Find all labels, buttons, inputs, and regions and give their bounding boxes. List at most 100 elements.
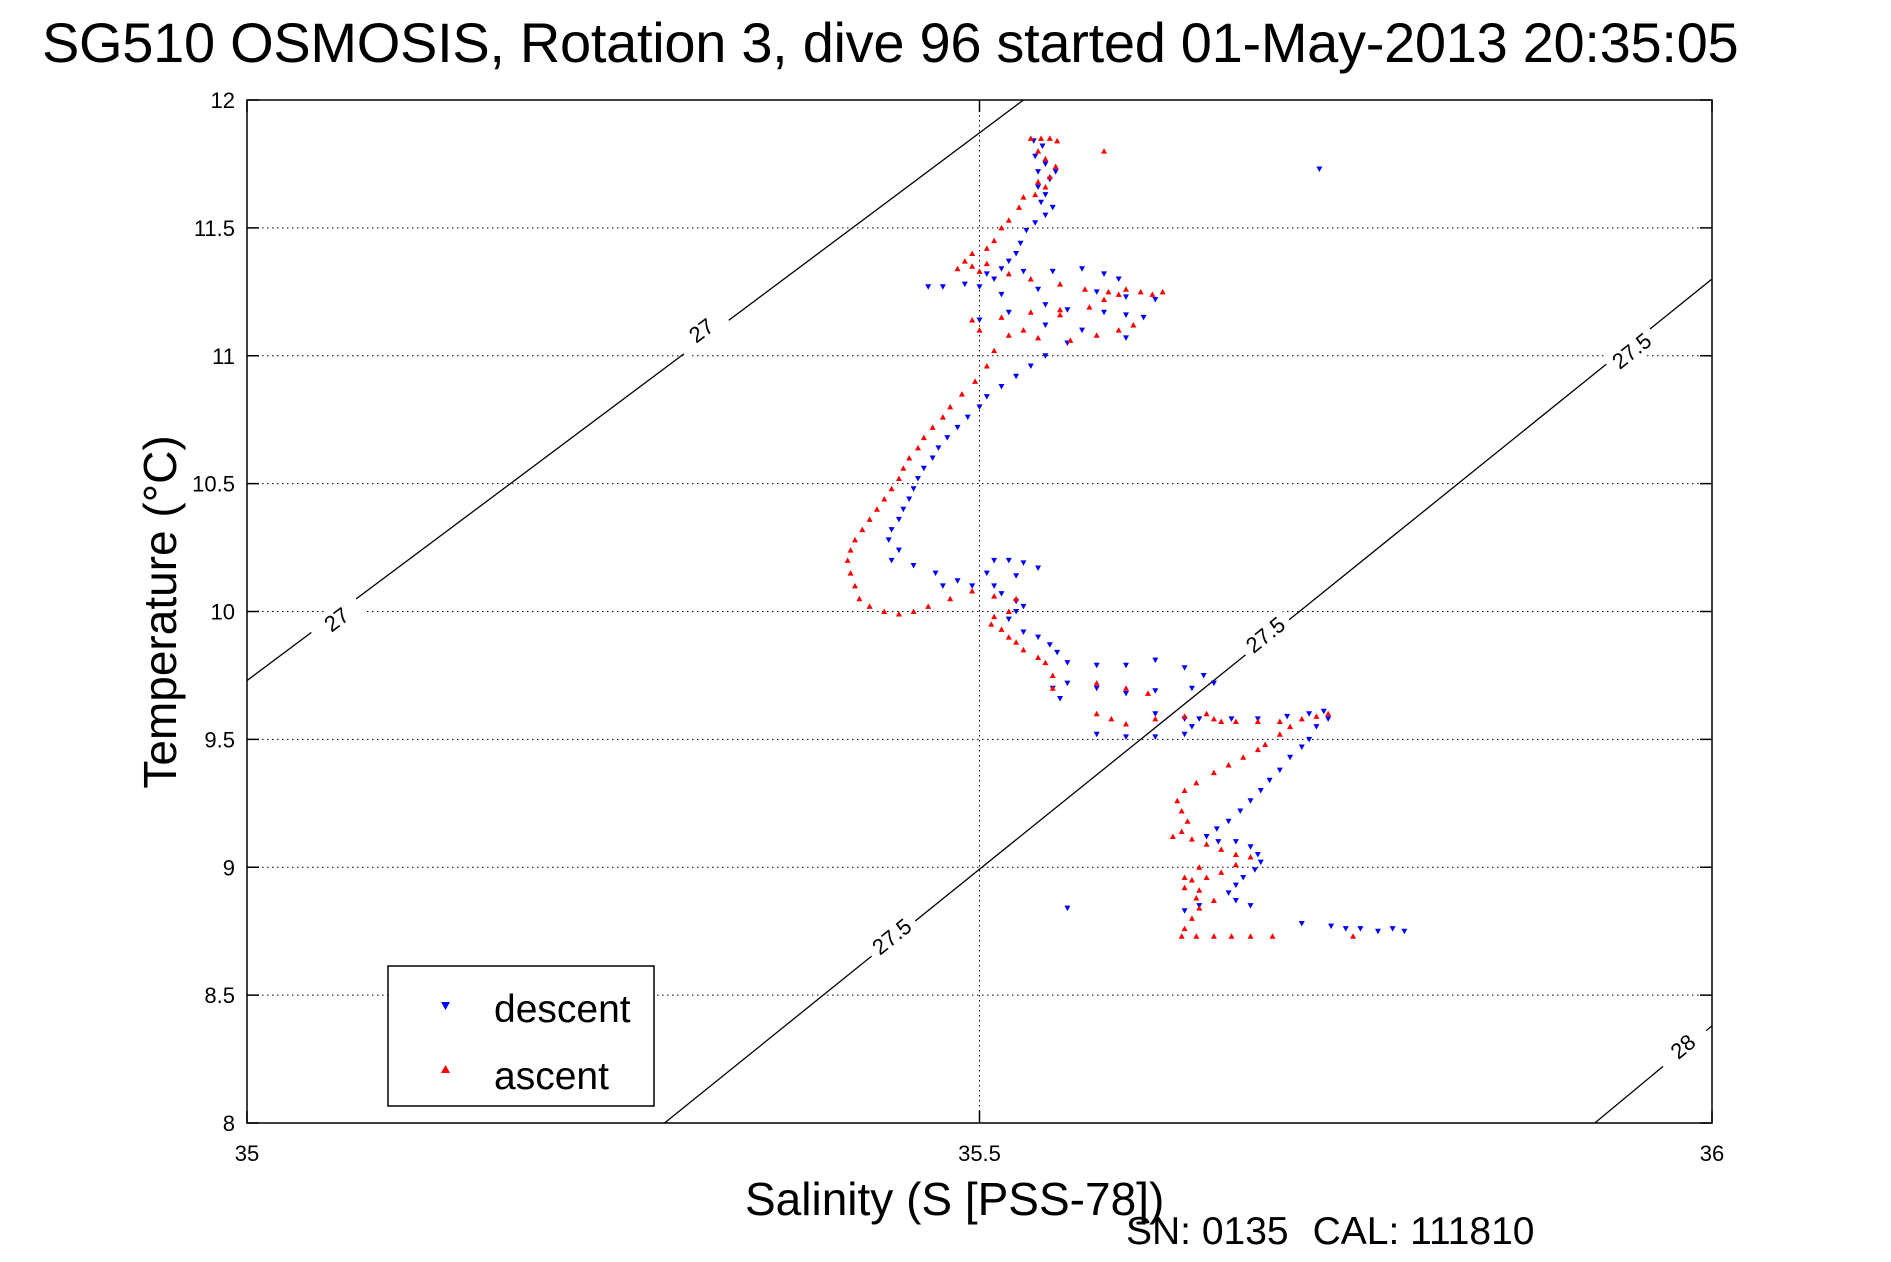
ascent-point: [895, 475, 902, 482]
chart-title: SG510 OSMOSIS, Rotation 3, dive 96 start…: [42, 11, 1739, 74]
ascent-point: [1313, 713, 1320, 719]
descent-point: [1213, 826, 1220, 832]
ascent-point: [991, 237, 998, 244]
ascent-point: [856, 595, 863, 602]
contour-label-mask: [861, 908, 922, 964]
y-tick-label: 8.5: [204, 983, 235, 1008]
descent-point: [1123, 690, 1129, 697]
ascent-point: [958, 391, 965, 397]
ascent-point: [1188, 836, 1195, 842]
descent-point: [954, 424, 961, 431]
ascent-point: [1005, 217, 1012, 223]
ascent-point: [1247, 854, 1254, 860]
ascent-point: [1027, 309, 1034, 315]
descent-point: [910, 486, 917, 492]
x-tick-label: 35.5: [958, 1141, 1001, 1166]
ascent-point: [939, 414, 946, 420]
descent-point: [1020, 560, 1027, 566]
descent-point: [1038, 199, 1045, 206]
ascent-point: [991, 593, 998, 599]
density-contour-line: [247, 100, 1024, 682]
ascent-point: [1046, 173, 1053, 180]
ascent-point: [1232, 718, 1239, 724]
descent-point: [1152, 734, 1159, 740]
descent-point: [983, 570, 990, 577]
density-contour-line: [664, 278, 1712, 1123]
ascent-point: [1210, 715, 1217, 722]
descent-point: [929, 455, 936, 462]
ascent-point: [1240, 754, 1247, 760]
y-tick-label: 9.5: [204, 727, 235, 752]
descent-point: [1020, 268, 1027, 275]
descent-point: [1254, 851, 1261, 858]
ascent-point: [1013, 639, 1020, 645]
ascent-point: [1196, 887, 1203, 893]
contour-label-mask: [1235, 606, 1296, 663]
ascent-point: [1057, 311, 1064, 318]
descent-point: [1023, 227, 1030, 234]
descent-point: [1017, 240, 1024, 247]
y-tick-label: 10: [211, 600, 235, 625]
ascent-point: [1298, 715, 1305, 722]
descent-point: [888, 527, 895, 533]
ascent-point: [991, 347, 998, 354]
descent-point: [1115, 276, 1122, 283]
descent-point: [1247, 798, 1254, 804]
descent-point: [954, 578, 961, 584]
descent-point: [1188, 685, 1195, 692]
calibration-footer: SN: 0135 CAL: 111810: [1126, 1210, 1559, 1254]
ascent-point: [914, 444, 921, 451]
ascent-point: [1123, 286, 1129, 292]
descent-point: [998, 591, 1005, 597]
descent-point: [920, 465, 927, 472]
ascent-point: [998, 626, 1005, 632]
ascent-point: [1137, 288, 1144, 295]
descent-point: [939, 284, 946, 290]
ascent-point: [1174, 797, 1181, 804]
descent-point: [1306, 736, 1313, 743]
ascent-point: [847, 547, 854, 553]
ascent-point: [991, 613, 998, 620]
ascent-point: [1105, 288, 1112, 295]
ascent-point: [1169, 833, 1176, 840]
ascent-point: [906, 455, 913, 461]
descent-point: [1035, 634, 1042, 641]
ascent-point: [1115, 327, 1122, 333]
descent-point: [1052, 169, 1059, 175]
descent-point: [1225, 818, 1232, 825]
ascent-point: [1049, 672, 1056, 678]
ascent-point: [925, 603, 932, 609]
ascent-point: [1086, 304, 1093, 310]
descent-point: [910, 562, 917, 569]
descent-point: [1374, 928, 1381, 935]
descent-point: [1152, 296, 1159, 303]
ascent-point: [900, 465, 907, 471]
descent-point: [1152, 711, 1159, 717]
ascent-point: [1046, 135, 1053, 141]
ascent-point: [1193, 779, 1200, 786]
descent-point: [1093, 731, 1100, 738]
contour-label-mask: [1652, 1018, 1713, 1075]
ascent-point: [1262, 741, 1269, 747]
ascent-point: [1218, 718, 1225, 724]
ascent-point: [1181, 925, 1188, 932]
descent-point: [1240, 874, 1247, 881]
descent-point: [1181, 665, 1188, 671]
ascent-point: [947, 403, 954, 410]
descent-point: [1232, 839, 1239, 845]
descent-point: [888, 557, 895, 564]
ascent-point: [888, 485, 895, 492]
ascent-point: [844, 557, 851, 563]
ascent-point: [988, 621, 995, 627]
ascent-point: [1038, 135, 1045, 141]
ascent-series: [844, 135, 1357, 939]
descent-point: [1328, 923, 1335, 930]
descent-point: [1232, 897, 1239, 904]
descent-point: [935, 445, 942, 451]
descent-point: [1232, 882, 1239, 889]
legend: descent ascent: [387, 965, 655, 1107]
ascent-point: [1178, 807, 1185, 814]
descent-point: [1042, 302, 1049, 308]
descent-point: [1064, 680, 1071, 687]
descent-point: [1225, 890, 1232, 896]
